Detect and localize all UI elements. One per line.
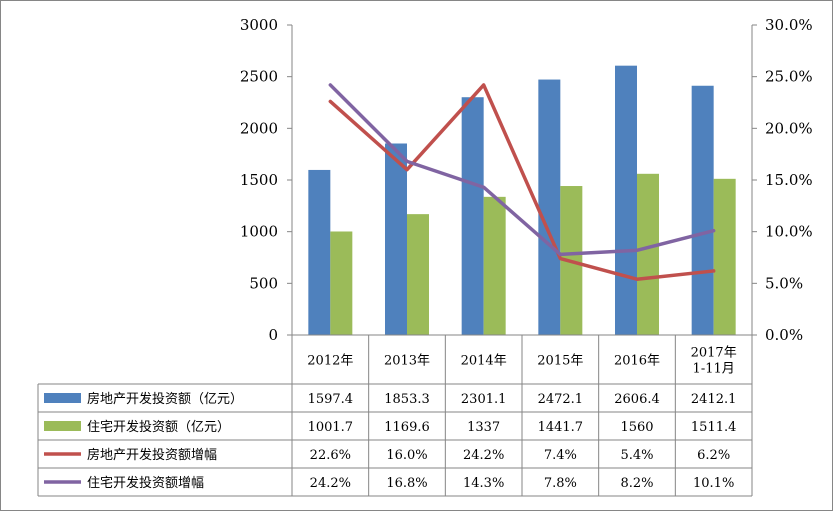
data-cell: 1853.3 — [384, 392, 430, 407]
data-cell: 16.8% — [386, 476, 427, 491]
bar-residential-investment — [637, 173, 659, 335]
category-label: 2017年 — [691, 346, 737, 361]
bar-real-estate-investment — [691, 85, 714, 335]
data-cell: 1597.4 — [308, 392, 354, 407]
left-axis-tick-label: 2500 — [240, 68, 278, 86]
line-residential-growth — [328, 83, 716, 257]
data-cell: 2412.1 — [691, 392, 737, 407]
data-cell: 2606.4 — [614, 392, 660, 407]
category-label: 1-11月 — [693, 362, 735, 377]
data-cell: 1337 — [467, 420, 500, 435]
data-cell: 2472.1 — [538, 392, 584, 407]
right-axis-tick-label: 15.0% — [765, 171, 813, 189]
right-axis-tick-label: 30.0% — [765, 16, 813, 34]
bar-real-estate-investment — [308, 169, 331, 335]
category-label: 2015年 — [537, 354, 583, 369]
bar-residential-investment — [407, 214, 429, 335]
data-cell: 24.2% — [463, 448, 504, 463]
bar-real-estate-investment — [385, 143, 407, 335]
left-axis-tick-label: 1500 — [240, 171, 278, 189]
bar-residential-investment — [483, 196, 506, 335]
data-cell: 8.2% — [620, 476, 653, 491]
legend-label: 房地产开发投资额增幅 — [87, 447, 217, 463]
left-axis-tick-label: 0 — [268, 326, 278, 344]
data-cell: 22.6% — [310, 448, 351, 463]
data-cell: 1441.7 — [538, 420, 584, 435]
legend-label: 住宅开发投资额（亿元） — [87, 419, 230, 435]
data-cell: 10.1% — [693, 476, 734, 491]
data-cell: 24.2% — [310, 476, 351, 491]
data-cell: 7.4% — [544, 448, 577, 463]
bar-real-estate-investment — [538, 79, 561, 335]
left-axis-tick-label: 1000 — [240, 223, 278, 241]
line-real-estate-growth — [328, 83, 716, 281]
bar-real-estate-investment — [615, 65, 637, 335]
data-cell: 6.2% — [697, 448, 730, 463]
legend-label: 住宅开发投资额增幅 — [87, 475, 204, 491]
left-axis-tick-label: 2000 — [240, 119, 278, 137]
data-cell: 16.0% — [386, 448, 427, 463]
left-axis-tick-label: 500 — [249, 274, 278, 292]
data-cell: 1560 — [620, 420, 653, 435]
bar-residential-investment — [330, 231, 353, 335]
right-axis-tick-label: 25.0% — [765, 68, 813, 86]
right-axis-tick-label: 10.0% — [765, 223, 813, 241]
right-axis-tick-label: 0.0% — [765, 326, 803, 344]
bar-residential-investment — [713, 178, 736, 335]
data-cell: 2301.1 — [461, 392, 507, 407]
category-label: 2012年 — [307, 354, 353, 369]
data-cell: 7.8% — [544, 476, 577, 491]
data-cell: 1511.4 — [691, 420, 737, 435]
data-cell: 14.3% — [463, 476, 504, 491]
category-label: 2014年 — [461, 354, 507, 369]
data-cell: 5.4% — [620, 448, 653, 463]
legend-key-bar — [44, 393, 81, 403]
category-label: 2013年 — [384, 354, 430, 369]
left-axis-tick-label: 3000 — [240, 16, 278, 34]
data-cell: 1001.7 — [308, 420, 354, 435]
right-axis-tick-label: 20.0% — [765, 119, 813, 137]
category-label: 2016年 — [614, 354, 660, 369]
legend-label: 房地产开发投资额（亿元） — [87, 391, 243, 407]
right-axis-tick-label: 5.0% — [765, 274, 803, 292]
bar-real-estate-investment — [461, 97, 484, 335]
legend-key-bar — [44, 421, 81, 431]
data-cell: 1169.6 — [384, 420, 430, 435]
